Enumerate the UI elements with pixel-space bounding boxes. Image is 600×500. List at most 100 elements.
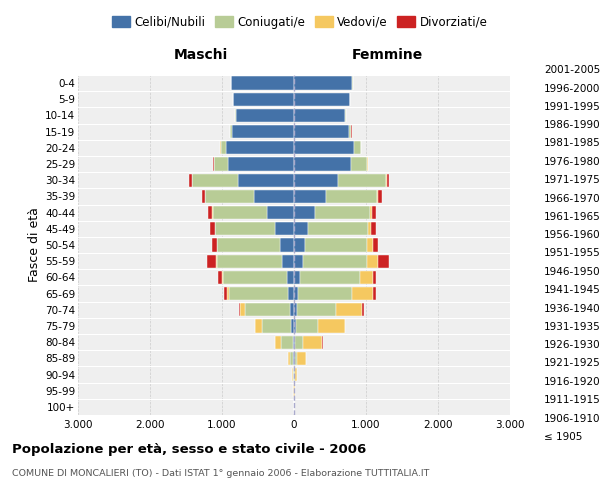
Bar (312, 300, 370, 315)
Bar (343, 190, 397, 205)
Bar (305, 392, 306, 406)
Bar (352, 318, 381, 334)
Bar (215, 208, 220, 224)
Bar (389, 208, 391, 224)
Bar (266, 336, 274, 351)
Legend: Celibi/Nubili, Coniugati/e, Vedovi/e, Divorziati/e: Celibi/Nubili, Coniugati/e, Vedovi/e, Di… (107, 11, 493, 34)
Bar (308, 226, 323, 242)
Bar (311, 374, 320, 388)
Text: Maschi: Maschi (174, 48, 228, 62)
Bar (308, 300, 312, 315)
Bar (391, 226, 396, 242)
Bar (303, 318, 308, 334)
Bar (308, 190, 343, 205)
Bar (362, 98, 364, 114)
Bar (310, 336, 334, 351)
Bar (293, 355, 306, 370)
Bar (307, 374, 308, 388)
Bar (197, 172, 247, 186)
Bar (381, 318, 383, 334)
Bar (301, 374, 303, 388)
Bar (306, 392, 307, 406)
Bar (308, 318, 311, 334)
Text: Femmine: Femmine (351, 48, 422, 62)
Bar (323, 226, 387, 242)
Bar (214, 264, 224, 278)
Bar (397, 190, 398, 205)
Bar (311, 318, 352, 334)
Bar (229, 135, 234, 150)
Bar (314, 282, 378, 296)
Bar (398, 190, 402, 205)
Bar (303, 374, 307, 388)
Bar (308, 355, 317, 370)
Bar (287, 226, 308, 242)
Bar (362, 336, 363, 351)
Bar (331, 208, 389, 224)
Bar (398, 264, 409, 278)
Bar (221, 154, 236, 168)
Bar (308, 154, 369, 168)
Bar (247, 172, 308, 186)
Bar (308, 336, 310, 351)
Bar (392, 300, 395, 315)
Bar (292, 245, 308, 260)
Bar (240, 62, 308, 76)
Y-axis label: Fasce di età: Fasce di età (28, 215, 41, 290)
Bar (386, 264, 398, 278)
Bar (393, 282, 396, 296)
Bar (244, 98, 245, 114)
Bar (308, 116, 367, 132)
Bar (308, 374, 311, 388)
Bar (317, 355, 338, 370)
Bar (232, 282, 300, 296)
Bar (369, 154, 386, 168)
Bar (248, 318, 250, 334)
Bar (387, 154, 388, 168)
Bar (306, 355, 308, 370)
Bar (308, 80, 368, 95)
Bar (234, 135, 308, 150)
Bar (287, 355, 293, 370)
Bar (391, 208, 396, 224)
Bar (274, 336, 304, 351)
Bar (264, 190, 308, 205)
Text: COMUNE DI MONCALIERI (TO) - Dati ISTAT 1° gennaio 2006 - Elaborazione TUTTITALIA: COMUNE DI MONCALIERI (TO) - Dati ISTAT 1… (12, 468, 430, 477)
Bar (308, 282, 314, 296)
Bar (308, 245, 319, 260)
Bar (238, 300, 301, 315)
Bar (265, 336, 266, 351)
Bar (392, 245, 398, 260)
Bar (300, 282, 308, 296)
Bar (230, 282, 232, 296)
Bar (295, 264, 308, 278)
Text: Popolazione per età, sesso e stato civile - 2006: Popolazione per età, sesso e stato civil… (12, 442, 366, 456)
Bar (301, 300, 308, 315)
Bar (317, 264, 386, 278)
Bar (208, 190, 211, 205)
Bar (308, 392, 311, 406)
Bar (224, 245, 292, 260)
Bar (235, 300, 238, 315)
Bar (241, 116, 308, 132)
Bar (211, 190, 264, 205)
Bar (226, 282, 230, 296)
Bar (250, 318, 255, 334)
Bar (220, 154, 221, 168)
Bar (227, 135, 228, 150)
Bar (278, 208, 308, 224)
Bar (232, 300, 235, 315)
Bar (319, 245, 386, 260)
Bar (236, 154, 308, 168)
Bar (378, 282, 393, 296)
Bar (308, 172, 355, 186)
Bar (386, 245, 392, 260)
Bar (355, 172, 407, 186)
Bar (308, 264, 317, 278)
Bar (373, 135, 379, 150)
Bar (220, 208, 278, 224)
Bar (224, 264, 295, 278)
Bar (219, 245, 224, 260)
Bar (245, 98, 308, 114)
Bar (370, 300, 392, 315)
